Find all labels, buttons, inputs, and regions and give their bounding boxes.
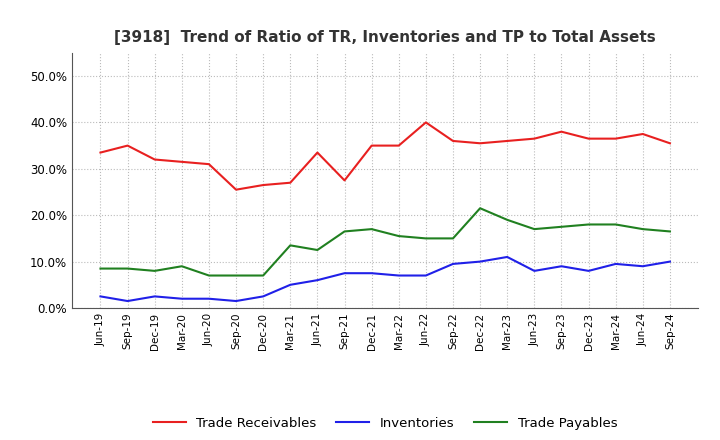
Trade Payables xyxy=(367,227,376,232)
Line: Trade Receivables: Trade Receivables xyxy=(101,122,670,190)
Trade Receivables xyxy=(584,136,593,141)
Trade Payables xyxy=(232,273,240,278)
Trade Payables xyxy=(611,222,620,227)
Trade Receivables xyxy=(449,138,457,143)
Trade Payables xyxy=(395,234,403,239)
Inventories xyxy=(557,264,566,269)
Trade Payables xyxy=(665,229,674,234)
Trade Receivables xyxy=(639,132,647,137)
Trade Payables xyxy=(286,243,294,248)
Trade Payables xyxy=(150,268,159,274)
Trade Payables xyxy=(639,227,647,232)
Trade Payables xyxy=(178,264,186,269)
Trade Receivables xyxy=(96,150,105,155)
Trade Payables xyxy=(204,273,213,278)
Inventories xyxy=(204,296,213,301)
Trade Receivables xyxy=(178,159,186,165)
Trade Payables xyxy=(449,236,457,241)
Trade Payables xyxy=(530,227,539,232)
Inventories xyxy=(96,294,105,299)
Inventories xyxy=(530,268,539,274)
Trade Payables xyxy=(259,273,268,278)
Trade Receivables xyxy=(150,157,159,162)
Line: Inventories: Inventories xyxy=(101,257,670,301)
Trade Receivables xyxy=(611,136,620,141)
Trade Receivables xyxy=(259,183,268,188)
Inventories xyxy=(421,273,430,278)
Title: [3918]  Trend of Ratio of TR, Inventories and TP to Total Assets: [3918] Trend of Ratio of TR, Inventories… xyxy=(114,29,656,45)
Trade Receivables xyxy=(557,129,566,134)
Inventories xyxy=(286,282,294,287)
Inventories xyxy=(449,261,457,267)
Trade Payables xyxy=(341,229,349,234)
Inventories xyxy=(341,271,349,276)
Trade Receivables xyxy=(665,141,674,146)
Trade Receivables xyxy=(367,143,376,148)
Trade Receivables xyxy=(313,150,322,155)
Trade Payables xyxy=(123,266,132,271)
Inventories xyxy=(584,268,593,274)
Trade Payables xyxy=(96,266,105,271)
Inventories xyxy=(123,298,132,304)
Inventories xyxy=(395,273,403,278)
Trade Receivables xyxy=(232,187,240,192)
Trade Payables xyxy=(557,224,566,229)
Trade Receivables xyxy=(341,178,349,183)
Inventories xyxy=(367,271,376,276)
Legend: Trade Receivables, Inventories, Trade Payables: Trade Receivables, Inventories, Trade Pa… xyxy=(148,411,623,435)
Inventories xyxy=(476,259,485,264)
Inventories xyxy=(178,296,186,301)
Trade Receivables xyxy=(421,120,430,125)
Trade Receivables xyxy=(123,143,132,148)
Trade Receivables xyxy=(530,136,539,141)
Line: Trade Payables: Trade Payables xyxy=(101,208,670,275)
Trade Payables xyxy=(421,236,430,241)
Trade Payables xyxy=(313,247,322,253)
Trade Payables xyxy=(476,205,485,211)
Trade Payables xyxy=(503,217,511,223)
Inventories xyxy=(150,294,159,299)
Inventories xyxy=(232,298,240,304)
Inventories xyxy=(639,264,647,269)
Inventories xyxy=(259,294,268,299)
Inventories xyxy=(665,259,674,264)
Inventories xyxy=(503,254,511,260)
Trade Receivables xyxy=(395,143,403,148)
Trade Receivables xyxy=(503,138,511,143)
Inventories xyxy=(611,261,620,267)
Trade Receivables xyxy=(476,141,485,146)
Trade Payables xyxy=(584,222,593,227)
Trade Receivables xyxy=(286,180,294,185)
Trade Receivables xyxy=(204,161,213,167)
Inventories xyxy=(313,278,322,283)
